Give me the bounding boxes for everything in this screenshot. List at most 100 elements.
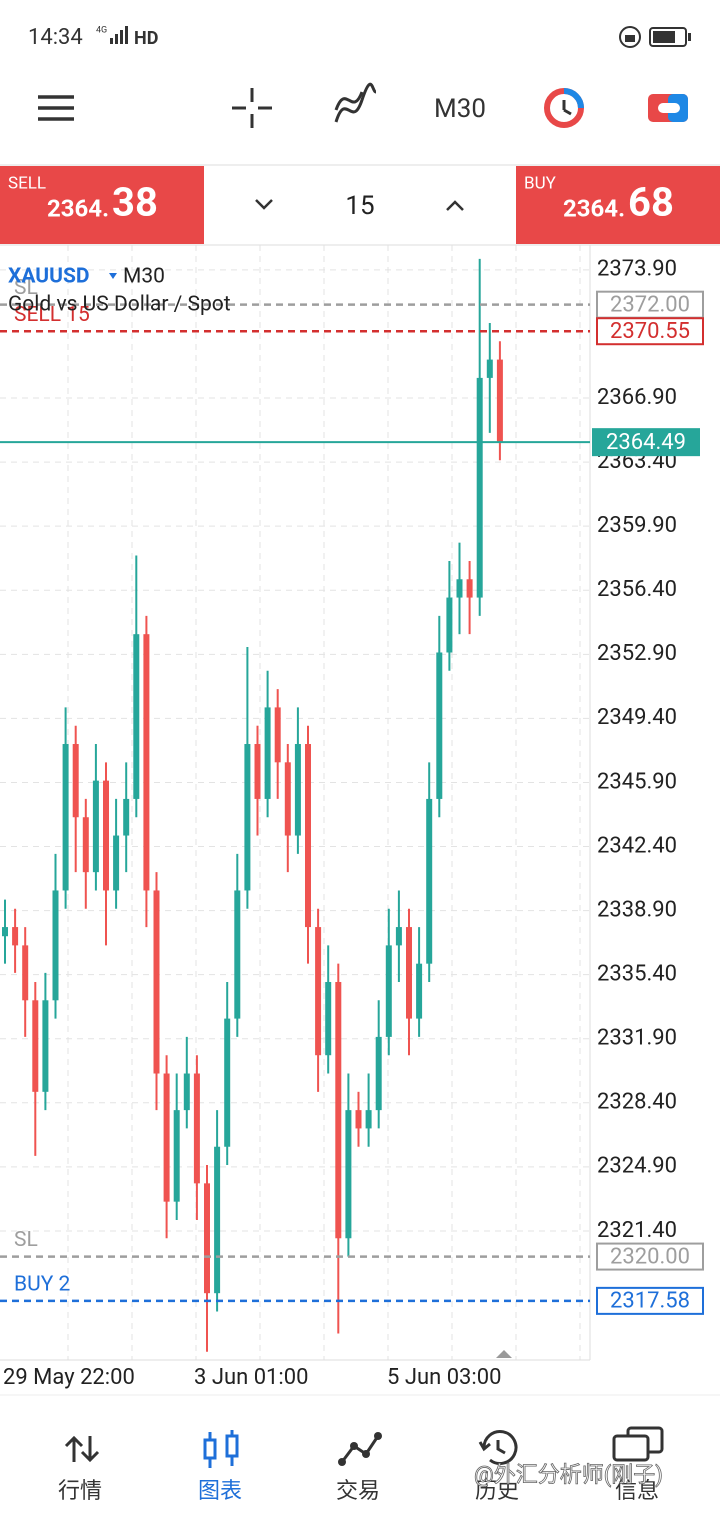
candle-body <box>365 1110 372 1129</box>
candle-body <box>153 890 160 1074</box>
sell-label: SELL <box>8 173 46 193</box>
level-price-box <box>596 1286 704 1315</box>
buy-price-big: 68 <box>628 179 674 226</box>
candle-body <box>204 1183 210 1294</box>
candle-body <box>496 359 503 443</box>
candle-body <box>72 744 79 818</box>
candle-body <box>254 744 261 799</box>
volume[interactable]: 15 <box>345 191 374 221</box>
level-label: SL <box>14 1228 38 1252</box>
candle-body <box>82 817 89 873</box>
candle-body <box>32 1000 39 1092</box>
candle-body <box>143 634 150 891</box>
candle-body <box>2 927 8 937</box>
trade-icon <box>338 1432 382 1466</box>
status-hd: HD <box>134 28 158 49</box>
y-tick-label: 2335.40 <box>597 961 677 986</box>
history-icon <box>478 1430 518 1465</box>
candle-body <box>62 744 69 891</box>
chart-symbol[interactable]: XAUUSD <box>8 265 90 289</box>
x-tick-label: 29 May 22:00 <box>3 1365 135 1390</box>
candle-body <box>244 744 251 891</box>
candle-body <box>406 927 412 1019</box>
nav-history[interactable]: 历史 <box>475 1479 519 1504</box>
chart-icon <box>203 1430 239 1468</box>
candle-body <box>214 1146 221 1294</box>
level-price: 2372.00 <box>610 292 690 317</box>
objects-button[interactable] <box>544 88 584 128</box>
symbol-dropdown[interactable] <box>109 273 117 279</box>
candle-body <box>103 780 109 891</box>
nav-messages[interactable]: 信息 <box>615 1479 659 1504</box>
signal-icon <box>110 26 128 44</box>
candle-body <box>355 1110 362 1129</box>
level-label: SL <box>14 276 38 300</box>
lock-icon <box>619 26 641 48</box>
chart-title: Gold vs US Dollar / Spot <box>8 293 231 317</box>
y-tick-label: 2328.40 <box>597 1090 677 1115</box>
y-tick-label: 2331.90 <box>597 1026 677 1051</box>
sell-button[interactable] <box>0 166 204 244</box>
candle-body <box>375 1036 382 1111</box>
candle-body <box>284 762 291 836</box>
indicators-button[interactable] <box>334 82 377 123</box>
candle-body <box>294 744 301 836</box>
x-tick-label: 3 Jun 01:00 <box>194 1365 308 1390</box>
current-price-label: 2364.49 <box>606 430 686 455</box>
y-tick-label: 2366.90 <box>597 385 677 410</box>
y-tick-label: 2345.90 <box>597 769 677 794</box>
one-click-button[interactable] <box>648 94 688 122</box>
candle-body <box>163 1073 170 1202</box>
candle-body <box>436 652 443 799</box>
buy-button[interactable] <box>516 166 720 244</box>
y-tick-label: 2352.90 <box>597 641 677 666</box>
candle-body <box>264 707 271 799</box>
sell-price-main: 2364. <box>47 194 109 222</box>
y-tick-label: 2321.40 <box>597 1218 677 1243</box>
watermark: @外汇分析师(刚子) <box>474 1463 663 1488</box>
candle-body <box>173 1110 180 1202</box>
scroll-marker <box>496 1350 512 1358</box>
y-tick-label: 2373.90 <box>597 257 677 282</box>
candle-body <box>52 890 59 1001</box>
y-tick-label: 2338.90 <box>597 897 677 922</box>
candle-body <box>123 798 130 836</box>
candle-body <box>345 1110 352 1239</box>
candle-body <box>274 707 281 763</box>
level-price-box <box>596 290 704 319</box>
candle-body <box>395 927 402 946</box>
y-tick-label: 2356.40 <box>597 577 677 602</box>
candle-body <box>325 981 332 1056</box>
candle-body <box>133 634 140 799</box>
quotes-icon <box>64 1435 100 1463</box>
level-price-box <box>596 1242 704 1271</box>
battery-icon <box>649 27 691 47</box>
candle-body <box>456 579 463 598</box>
candle-body <box>42 1000 49 1092</box>
sell-price-big: 38 <box>112 179 158 226</box>
y-tick-label: 2324.90 <box>597 1154 677 1179</box>
level-price: 2320.00 <box>610 1244 690 1269</box>
nav-quotes[interactable]: 行情 <box>58 1479 102 1504</box>
timeframe-button[interactable]: M30 <box>434 94 486 124</box>
candle-body <box>22 945 29 1001</box>
candle-body <box>385 945 392 1037</box>
volume-down[interactable] <box>255 199 273 210</box>
crosshair-button[interactable] <box>232 88 272 128</box>
level-label: SELL 15 <box>14 303 90 327</box>
nav-chart[interactable]: 图表 <box>198 1479 242 1504</box>
candle-body <box>234 890 241 1019</box>
candle-body <box>476 377 483 598</box>
level-price: 2317.58 <box>610 1289 690 1314</box>
candle-body <box>224 1018 231 1147</box>
volume-up[interactable] <box>446 200 464 211</box>
y-tick-label: 2342.40 <box>597 833 677 858</box>
menu-button[interactable] <box>38 95 74 121</box>
candle-body <box>446 597 453 653</box>
candle-body <box>12 927 19 946</box>
candle-body <box>305 744 311 928</box>
y-tick-label: 2349.40 <box>597 705 677 730</box>
nav-trade[interactable]: 交易 <box>336 1479 380 1504</box>
